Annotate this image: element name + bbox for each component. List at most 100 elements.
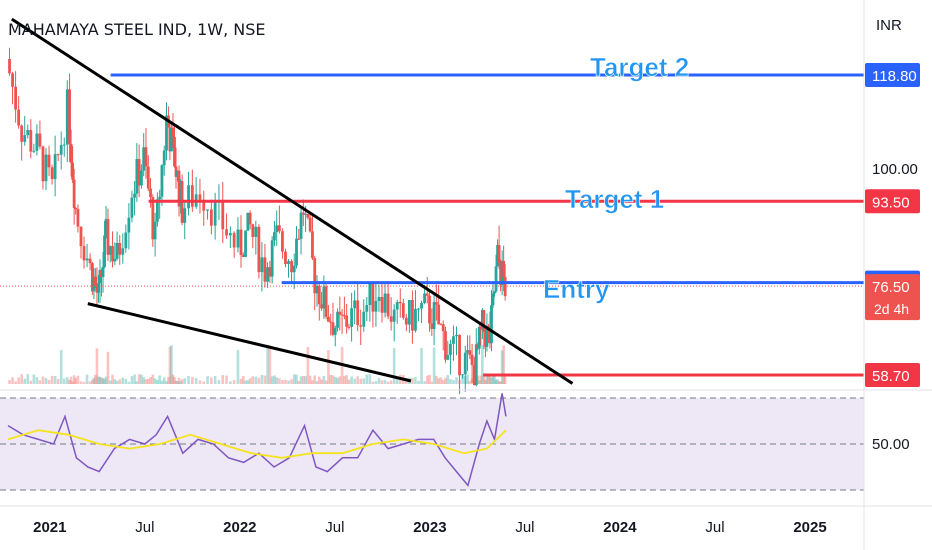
horizontal-levels[interactable] [0, 73, 864, 377]
candle-body [190, 185, 194, 207]
volume-bar [500, 350, 504, 384]
volume-bar [153, 378, 157, 384]
candle-body [479, 326, 483, 330]
volume-bar [356, 376, 359, 384]
candle-body [56, 154, 60, 156]
volume-bar [320, 379, 323, 384]
volume-bar [198, 380, 202, 384]
volume-bar [306, 346, 310, 384]
candle-body [458, 334, 461, 376]
candle-body [496, 244, 499, 267]
volume-bar [441, 380, 445, 384]
candle-body [392, 309, 396, 322]
volume-bar [149, 377, 152, 384]
volume-bar [488, 374, 492, 384]
rsi-ma-line [7, 429, 507, 459]
candle-body [14, 86, 18, 110]
candle-body [277, 225, 281, 232]
volume-bar [377, 378, 381, 384]
volume-bar [202, 381, 206, 384]
candle-body [241, 255, 245, 257]
candle-body [179, 181, 182, 207]
candle-body [62, 144, 66, 146]
trendlines[interactable] [10, 17, 574, 385]
candle-body [493, 291, 496, 294]
volume-bar [151, 374, 155, 384]
volume-bar [232, 380, 236, 384]
volume-bar [278, 378, 281, 384]
volume-bar [191, 377, 194, 384]
volume-bar [82, 381, 86, 384]
volume-bar [103, 379, 106, 384]
candle-body [69, 143, 73, 163]
volume-bar [284, 379, 287, 384]
volume-bar [241, 376, 245, 384]
candle-body [362, 311, 366, 327]
candle-body [232, 233, 236, 248]
candle-body [441, 324, 445, 332]
volume-bar [371, 381, 375, 384]
volume-bar [176, 381, 179, 384]
candle-body [338, 311, 342, 315]
trendline [10, 17, 574, 385]
annotation-target-1[interactable]: Target 1 [565, 184, 665, 215]
candle-body [425, 293, 429, 296]
candle-body [213, 201, 217, 226]
volume-bar [362, 378, 366, 384]
candle-body [359, 325, 363, 327]
candle-body [173, 136, 176, 167]
candle-body [101, 267, 105, 278]
x-tick-label: Jul [325, 519, 344, 536]
volume-bar [88, 381, 92, 384]
annotation-target-2[interactable]: Target 2 [590, 52, 690, 83]
candle-body [281, 231, 284, 252]
candle-body [59, 145, 63, 155]
volume-bar [44, 378, 48, 384]
volume-bar [130, 376, 134, 384]
candle-body [490, 305, 493, 344]
volume-bar [38, 380, 42, 384]
candle-body [108, 246, 112, 255]
candle-body [146, 166, 150, 189]
volume-bar [336, 377, 339, 384]
annotation-entry[interactable]: Entry [543, 274, 611, 305]
candle-body [140, 170, 143, 186]
candle-body [127, 217, 131, 233]
volume-bar [411, 377, 414, 384]
candle-body [144, 147, 148, 167]
candle-body [463, 352, 467, 375]
volume-bar [221, 375, 225, 384]
candle-body [468, 350, 472, 355]
volume-bar [251, 376, 255, 384]
candle-body [17, 109, 21, 126]
candle-body [395, 301, 399, 310]
volume-bar [374, 381, 378, 384]
symbol-title[interactable]: MAHAMAYA STEEL IND, 1W, NSE [8, 20, 266, 39]
candle-body [477, 326, 481, 349]
candle-body [480, 310, 484, 330]
volume-bar [50, 375, 54, 384]
volume-bar [180, 379, 184, 384]
candle-body [322, 286, 326, 309]
candle-body [417, 308, 420, 310]
volume-bar [248, 378, 252, 384]
volume-bar [213, 375, 217, 384]
volume-bar [257, 377, 261, 384]
volume-bar [65, 377, 69, 384]
candle-body [244, 230, 247, 257]
candle-body [263, 257, 267, 282]
volume-bar [290, 379, 293, 384]
volume-bar [104, 376, 108, 384]
volume-bar [69, 376, 73, 384]
x-tick-label: 2022 [223, 519, 256, 536]
candle-body [118, 242, 122, 255]
volume-bar [108, 380, 112, 384]
candle-body [29, 130, 33, 152]
volume-bar [493, 375, 496, 384]
candle-body [53, 154, 57, 180]
volume-bar [313, 375, 317, 384]
candle-body [137, 159, 141, 186]
price-label-box [865, 274, 920, 321]
candle-body [254, 226, 258, 237]
